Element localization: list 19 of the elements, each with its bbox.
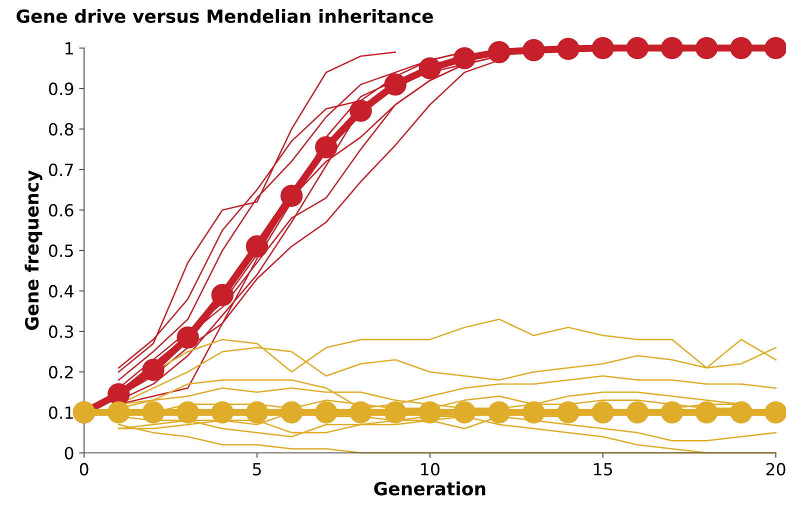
y-axis-title: Gene frequency xyxy=(24,170,42,330)
chart-title: Gene drive versus Mendelian inheritance xyxy=(16,9,433,24)
x-tick-label: 20 xyxy=(766,462,786,476)
y-tick-label: 0.8 xyxy=(48,122,74,136)
y-tick-label: 0.3 xyxy=(48,325,74,338)
y-tick-label: 0.9 xyxy=(48,82,74,96)
x-tick-label: 0 xyxy=(80,462,88,476)
y-tick-label: 0.5 xyxy=(48,244,73,258)
x-tick-label: 15 xyxy=(594,463,612,476)
y-tick-label: 0.6 xyxy=(48,204,74,217)
y-tick-label: 0.4 xyxy=(48,284,74,298)
y-tick-label: 1 xyxy=(66,42,73,54)
y-tick-label: 0.2 xyxy=(48,366,73,378)
y-tick-label: 0 xyxy=(64,446,74,460)
x-tick-label: 5 xyxy=(253,463,261,476)
x-axis-title: Generation xyxy=(374,482,486,496)
y-tick-label: 0.1 xyxy=(48,406,73,419)
x-tick-label: 10 xyxy=(421,462,440,476)
y-tick-label: 0.7 xyxy=(48,163,73,176)
